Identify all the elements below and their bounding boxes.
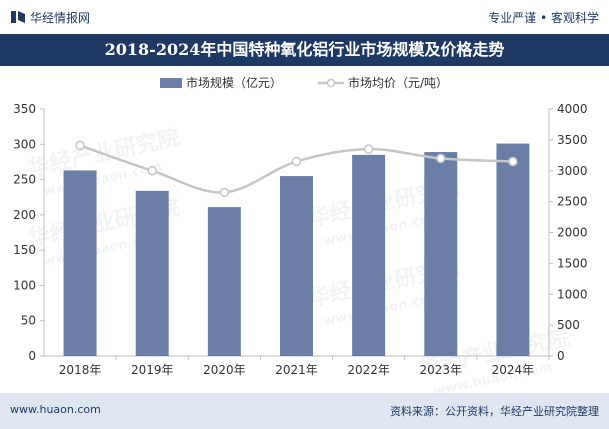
y-right-tick-label: 4000 [557, 102, 588, 116]
y-left-tick-label: 0 [28, 349, 36, 363]
legend-label-line: 市场均价（元/吨） [348, 75, 448, 90]
x-tick-label: 2022年 [347, 363, 390, 377]
website-link[interactable]: www.huaon.com [10, 403, 101, 416]
x-tick-label: 2019年 [131, 363, 174, 377]
legend-label-bar: 市场规模（亿元） [186, 75, 282, 90]
chart-title: 2018-2024年中国特种氧化铝行业市场规模及价格走势 [104, 40, 505, 59]
y-right-tick-label: 1500 [557, 256, 588, 270]
legend-line-marker [326, 78, 336, 88]
y-right-tick-label: 0 [557, 349, 565, 363]
brand-name: 华经情报网 [30, 11, 91, 25]
y-left-tick-label: 300 [13, 137, 36, 151]
line-series [75, 140, 518, 198]
y-right-tick-label: 3000 [557, 164, 588, 178]
y-right-tick-label: 2500 [557, 195, 588, 209]
x-tick-label: 2023年 [420, 363, 463, 377]
bars [63, 143, 530, 356]
bar [207, 207, 241, 356]
legend: 市场规模（亿元） 市场均价（元/吨） [160, 75, 448, 90]
chart: 华经产业研究院www.huaon.com华经产业研究院www.huaon.com… [13, 75, 587, 393]
price-point [508, 156, 518, 167]
bar [135, 190, 169, 356]
bar [496, 143, 530, 356]
header-bar: 华经情报网 专业严谨 • 客观科学 [0, 0, 609, 34]
x-tick-label: 2020年 [203, 363, 246, 377]
price-point [147, 166, 157, 176]
price-point [363, 144, 374, 154]
y-right-tick-label: 2000 [557, 226, 588, 240]
footer-bar: www.huaon.com 资料来源：公开资料，华经产业研究院整理 [0, 393, 609, 429]
legend-bar-swatch [160, 78, 182, 88]
tick-labels: 0501001502002503003500500100015002000250… [13, 102, 587, 377]
price-point [219, 187, 230, 198]
price-point [75, 140, 85, 151]
y-right-tick-label: 500 [557, 318, 580, 332]
x-tick-label: 2018年 [59, 363, 102, 377]
bar [63, 170, 97, 356]
bar [280, 176, 313, 356]
logo-icon [11, 11, 25, 23]
title-bar: 2018-2024年中国特种氧化铝行业市场规模及价格走势 [0, 34, 609, 66]
y-left-tick-label: 100 [13, 278, 36, 292]
slogan: 专业严谨 • 客观科学 [488, 11, 599, 25]
y-left-tick-label: 150 [13, 243, 36, 257]
y-right-tick-label: 1000 [557, 287, 588, 301]
bar [424, 152, 458, 356]
x-tick-label: 2024年 [492, 363, 535, 377]
y-left-tick-label: 50 [21, 314, 36, 328]
price-point [291, 156, 302, 167]
price-point [436, 153, 446, 164]
y-left-tick-label: 250 [13, 173, 36, 187]
y-left-tick-label: 350 [13, 102, 36, 116]
y-right-tick-label: 3500 [557, 133, 588, 147]
x-tick-label: 2021年 [275, 363, 318, 377]
data-source: 资料来源：公开资料，华经产业研究院整理 [390, 405, 599, 418]
y-left-tick-label: 200 [13, 208, 36, 222]
bar [352, 154, 386, 356]
